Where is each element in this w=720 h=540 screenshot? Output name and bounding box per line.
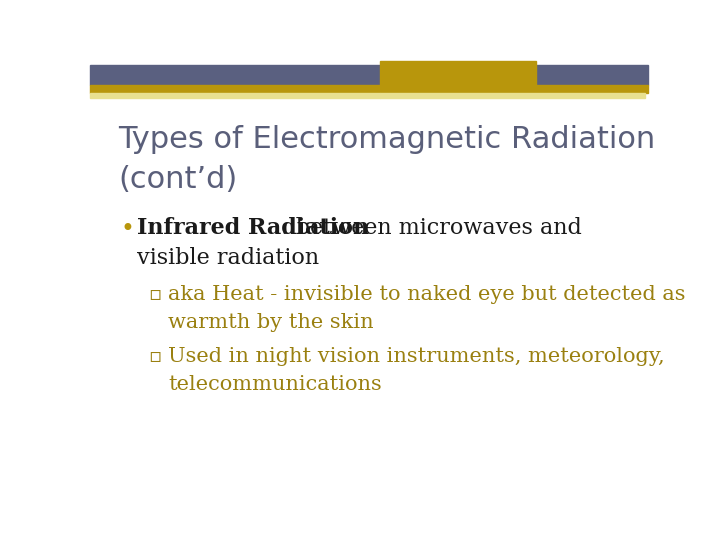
Text: ▫: ▫ xyxy=(148,285,162,304)
Text: telecommunications: telecommunications xyxy=(168,375,382,394)
Text: ▫: ▫ xyxy=(148,347,162,366)
Bar xyxy=(90,65,648,85)
Bar xyxy=(90,85,648,93)
Bar xyxy=(380,93,645,98)
Text: (cont’d): (cont’d) xyxy=(118,165,237,194)
Bar xyxy=(380,60,536,85)
Text: aka Heat - invisible to naked eye but detected as: aka Heat - invisible to naked eye but de… xyxy=(168,285,685,304)
Bar xyxy=(90,93,380,98)
Text: Types of Electromagnetic Radiation: Types of Electromagnetic Radiation xyxy=(118,125,655,154)
Text: •: • xyxy=(121,217,135,240)
Text: visible radiation: visible radiation xyxy=(138,246,320,268)
Text: warmth by the skin: warmth by the skin xyxy=(168,313,374,333)
Text: : between microwaves and: : between microwaves and xyxy=(282,217,582,239)
Text: Used in night vision instruments, meteorology,: Used in night vision instruments, meteor… xyxy=(168,347,665,366)
Text: Infrared Radiation: Infrared Radiation xyxy=(138,217,369,239)
